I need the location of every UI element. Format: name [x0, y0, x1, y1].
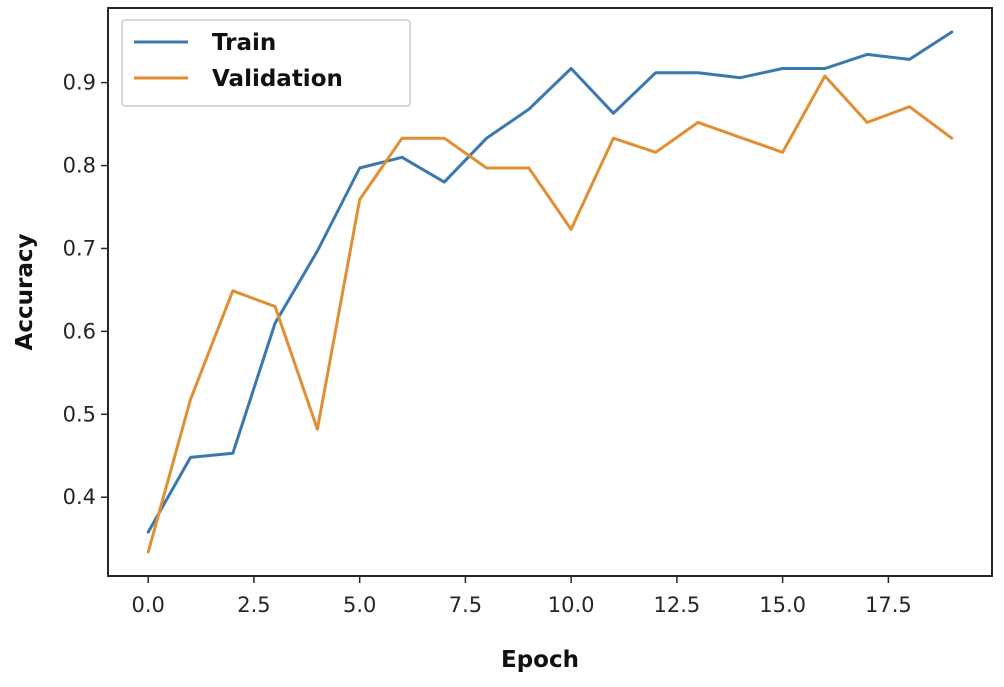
y-tick-label: 0.6: [63, 319, 96, 343]
x-tick-label: 7.5: [449, 593, 482, 617]
y-axis-ticks: 0.4 0.5 0.6 0.7 0.8 0.9: [63, 71, 108, 509]
x-axis-ticks: 0.0 2.5 5.0 7.5 10.0 12.5 15.0 17.5: [131, 576, 912, 617]
legend: Train Validation: [121, 19, 411, 107]
x-axis-label: Epoch: [501, 647, 579, 673]
y-tick-label: 0.9: [63, 71, 96, 95]
x-tick-label: 5.0: [343, 593, 376, 617]
series-line-train: [146, 30, 954, 534]
legend-label-validation: Validation: [212, 66, 343, 92]
y-tick-label: 0.8: [63, 154, 96, 178]
x-tick-label: 17.5: [865, 593, 912, 617]
y-axis-label: Accuracy: [12, 234, 38, 351]
y-tick-label: 0.4: [63, 485, 96, 509]
series-line-validation: [146, 74, 954, 554]
y-tick-label: 0.5: [63, 402, 96, 426]
legend-label-train: Train: [212, 30, 276, 56]
y-tick-label: 0.7: [63, 236, 96, 260]
x-tick-label: 10.0: [548, 593, 595, 617]
x-tick-label: 15.0: [759, 593, 806, 617]
x-tick-label: 12.5: [654, 593, 701, 617]
series-lines: [146, 30, 954, 554]
x-tick-label: 2.5: [237, 593, 270, 617]
x-tick-label: 0.0: [131, 593, 164, 617]
legend-box: [121, 19, 411, 107]
